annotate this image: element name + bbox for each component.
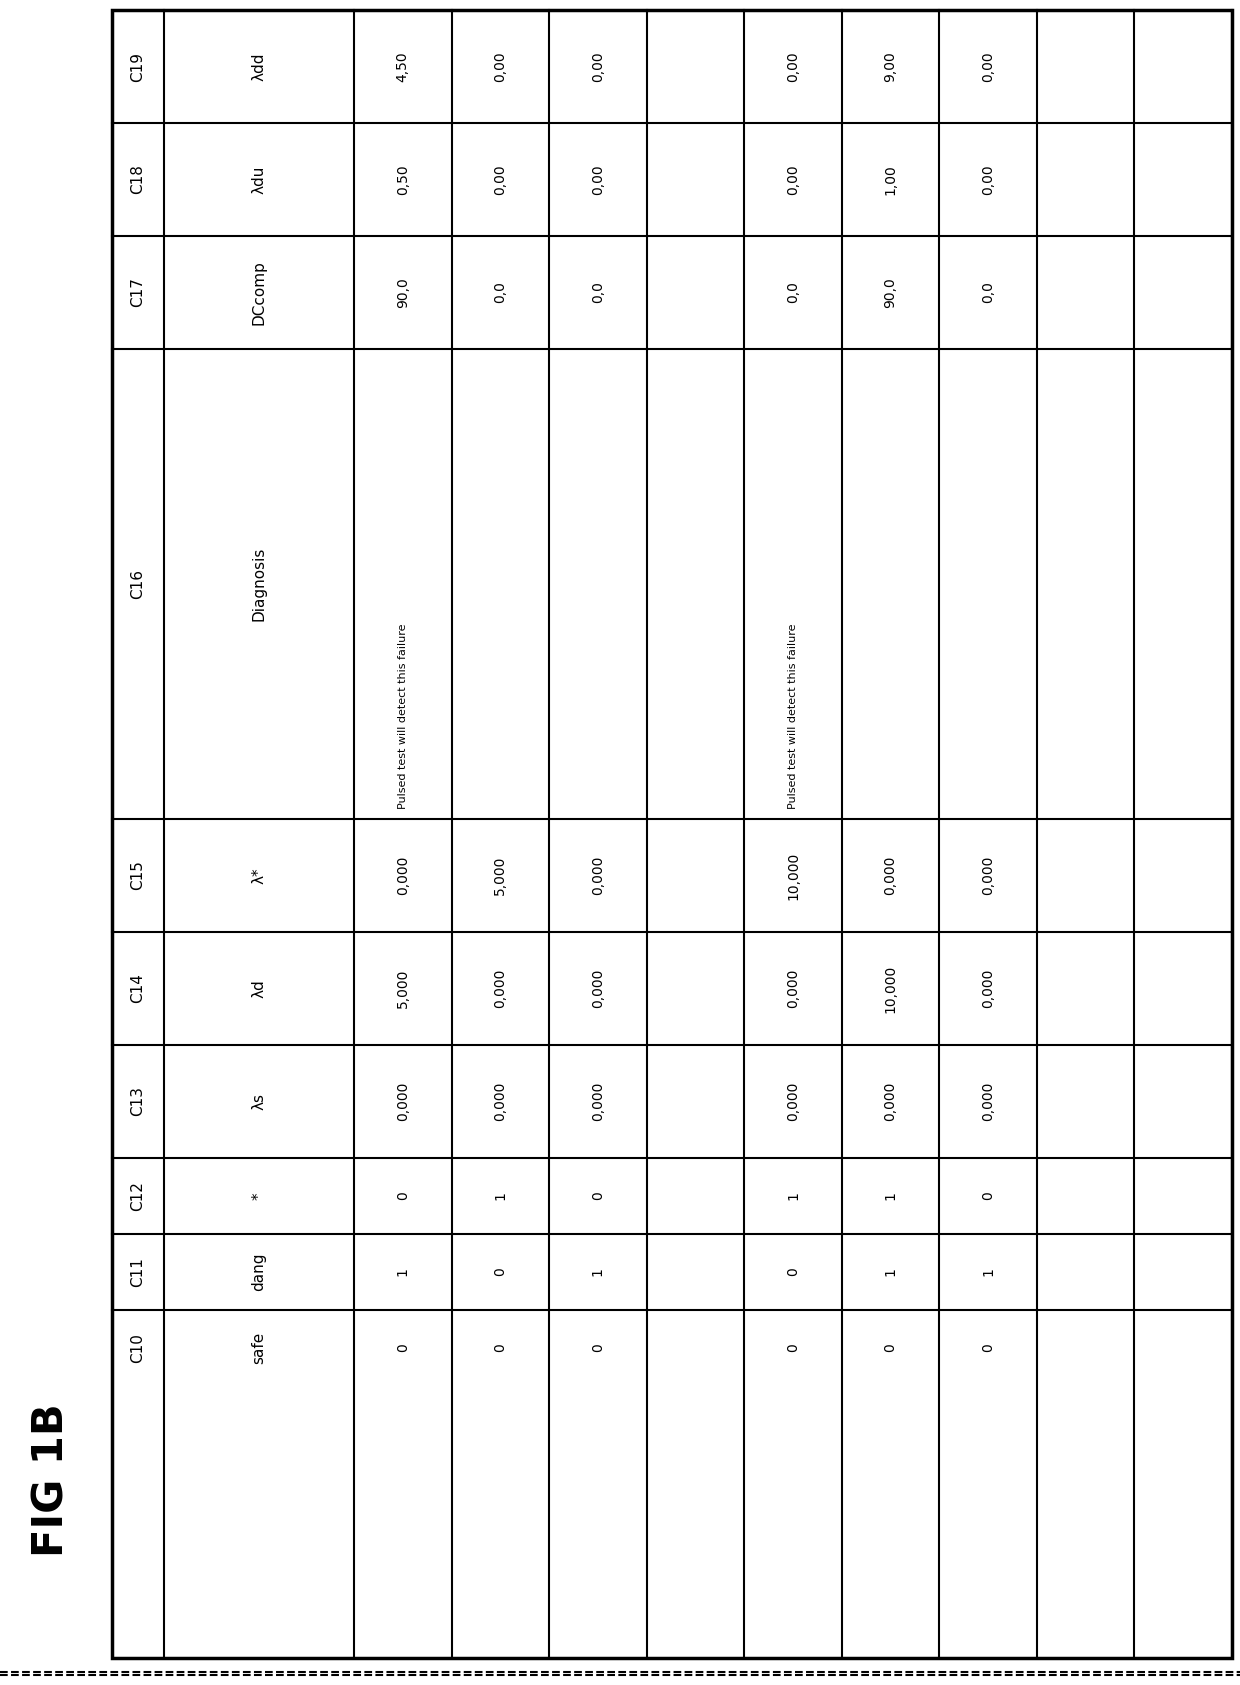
Text: 0: 0 [981, 1343, 996, 1353]
Text: 0,00: 0,00 [494, 163, 507, 195]
Text: Pulsed test will detect this failure: Pulsed test will detect this failure [398, 623, 408, 809]
Text: Diagnosis: Diagnosis [252, 548, 267, 622]
Text: 0,00: 0,00 [591, 163, 605, 195]
Text: 0,000: 0,000 [981, 856, 996, 895]
Text: 0,000: 0,000 [494, 1082, 507, 1121]
Text: 4,50: 4,50 [396, 51, 409, 83]
Text: 90,0: 90,0 [884, 276, 898, 308]
Text: 0,000: 0,000 [981, 969, 996, 1008]
Text: safe: safe [252, 1331, 267, 1365]
Text: 1: 1 [981, 1267, 996, 1277]
Text: dang: dang [252, 1252, 267, 1291]
Text: 0: 0 [786, 1343, 800, 1353]
Text: 0: 0 [494, 1343, 507, 1353]
Text: 0,000: 0,000 [591, 856, 605, 895]
Text: 0,000: 0,000 [786, 969, 800, 1008]
Text: C17: C17 [130, 278, 145, 307]
Text: C14: C14 [130, 974, 145, 1004]
Text: 0: 0 [981, 1191, 996, 1200]
Text: 0,000: 0,000 [884, 1082, 898, 1121]
Text: 1: 1 [396, 1267, 409, 1277]
Text: 0: 0 [591, 1343, 605, 1353]
Text: C15: C15 [130, 861, 145, 890]
Text: Pulsed test will detect this failure: Pulsed test will detect this failure [787, 623, 799, 809]
Text: 0,0: 0,0 [494, 281, 507, 303]
Text: 0,50: 0,50 [396, 163, 409, 195]
Text: 0,0: 0,0 [786, 281, 800, 303]
Text: 5,000: 5,000 [396, 969, 409, 1008]
Text: 0,00: 0,00 [786, 163, 800, 195]
Text: C16: C16 [130, 570, 145, 598]
Text: C18: C18 [130, 165, 145, 194]
Text: 0,00: 0,00 [494, 51, 507, 83]
Text: 0,00: 0,00 [786, 51, 800, 83]
Text: C13: C13 [130, 1087, 145, 1117]
Text: 9,00: 9,00 [884, 51, 898, 83]
Text: 0,000: 0,000 [591, 1082, 605, 1121]
Text: 10,000: 10,000 [884, 964, 898, 1013]
Text: 0: 0 [786, 1267, 800, 1276]
Text: λdu: λdu [252, 165, 267, 194]
Text: 0,000: 0,000 [396, 1082, 409, 1121]
Text: C19: C19 [130, 52, 145, 81]
Text: *: * [252, 1193, 267, 1200]
Text: 0,000: 0,000 [981, 1082, 996, 1121]
Text: 1,00: 1,00 [884, 163, 898, 195]
Text: 0: 0 [396, 1191, 409, 1200]
Text: 1: 1 [591, 1267, 605, 1277]
Text: 0,0: 0,0 [981, 281, 996, 303]
Text: 0,0: 0,0 [591, 281, 605, 303]
Text: 0,000: 0,000 [396, 856, 409, 895]
Text: 0: 0 [884, 1343, 898, 1353]
Text: 0: 0 [396, 1343, 409, 1353]
Text: λs: λs [252, 1094, 267, 1110]
Text: FIG 1B: FIG 1B [31, 1404, 73, 1557]
Text: λdd: λdd [252, 52, 267, 81]
Text: 5,000: 5,000 [494, 856, 507, 895]
Text: 0: 0 [494, 1267, 507, 1276]
Text: DCcomp: DCcomp [252, 259, 267, 325]
Text: 0,000: 0,000 [494, 969, 507, 1008]
Text: λ*: λ* [252, 868, 267, 885]
Text: 0: 0 [591, 1191, 605, 1200]
Text: C12: C12 [130, 1181, 145, 1212]
Text: 1: 1 [494, 1191, 507, 1200]
Text: 0,00: 0,00 [981, 51, 996, 83]
Text: 90,0: 90,0 [396, 276, 409, 308]
Text: 0,000: 0,000 [884, 856, 898, 895]
Text: 0,000: 0,000 [591, 969, 605, 1008]
Text: C10: C10 [130, 1333, 145, 1363]
Text: 1: 1 [884, 1267, 898, 1277]
Text: 0,000: 0,000 [786, 1082, 800, 1121]
Text: 1: 1 [786, 1191, 800, 1200]
Text: 0,00: 0,00 [591, 51, 605, 83]
Text: 10,000: 10,000 [786, 851, 800, 900]
Text: 0,00: 0,00 [981, 163, 996, 195]
Text: 1: 1 [884, 1191, 898, 1200]
Text: C11: C11 [130, 1257, 145, 1287]
Text: λd: λd [252, 979, 267, 998]
